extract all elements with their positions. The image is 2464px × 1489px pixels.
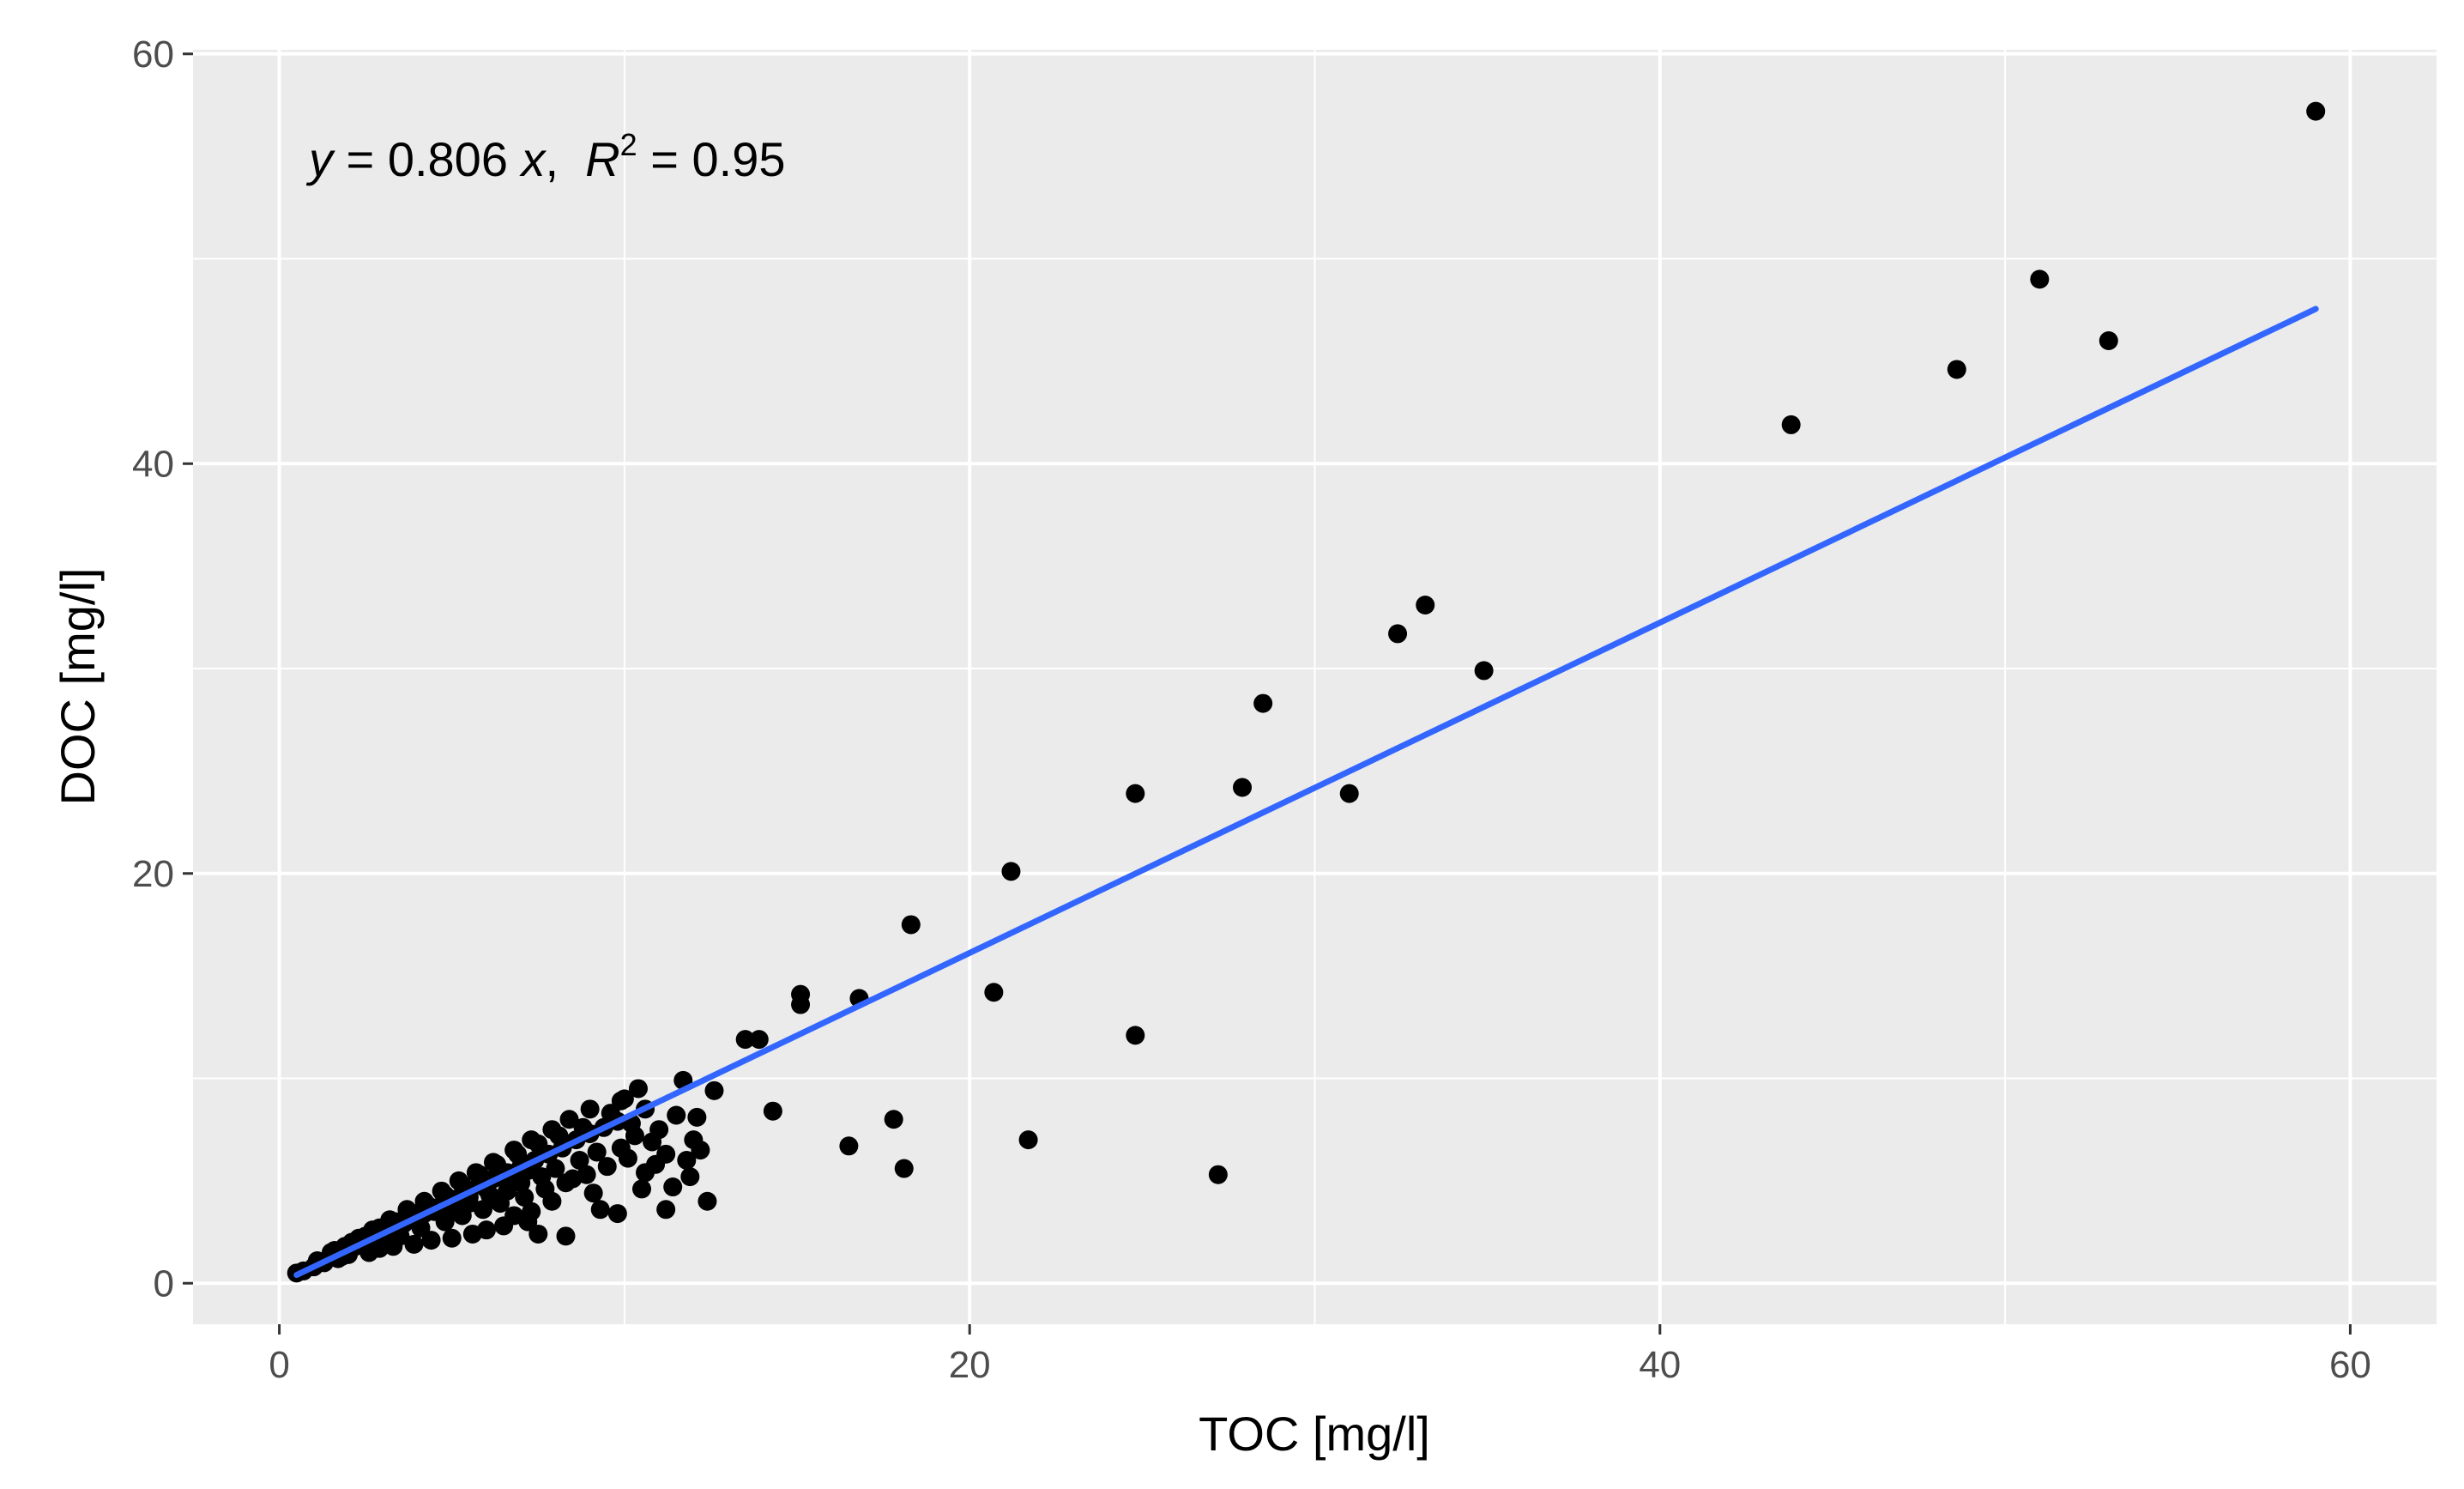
x-tick-label: 60 [2329, 1344, 2371, 1386]
major-gridlines [193, 50, 2437, 1324]
regression-annotation: y = 0.806 x, R2 = 0.95 [305, 127, 786, 186]
y-tick-label: 20 [132, 853, 174, 895]
data-point [1474, 661, 1494, 681]
data-point [504, 1206, 524, 1226]
annotation-x-variable: x [519, 132, 547, 186]
x-axis-title: TOC [mg/l] [1199, 1407, 1430, 1461]
data-point [528, 1224, 548, 1244]
y-axis-title: DOC [mg/l] [51, 568, 105, 806]
data-point [628, 1079, 648, 1099]
data-point [1233, 778, 1253, 797]
data-point [763, 1101, 782, 1121]
data-point [583, 1183, 603, 1203]
data-point [607, 1204, 627, 1224]
data-point [601, 1104, 620, 1123]
data-point [663, 1177, 683, 1197]
y-axis: 0 20 40 60 [132, 33, 193, 1304]
data-point [884, 1110, 903, 1129]
data-point [546, 1159, 565, 1178]
data-point [359, 1243, 379, 1262]
y-tick-label: 40 [132, 443, 174, 485]
data-point [587, 1142, 607, 1162]
annotation-y-variable: y [305, 132, 335, 186]
data-point [1126, 1026, 1145, 1045]
data-point [515, 1187, 534, 1207]
data-point [2306, 101, 2326, 121]
data-point [735, 1030, 755, 1050]
data-point [2099, 331, 2118, 351]
data-point [984, 983, 1004, 1002]
data-point [559, 1110, 579, 1129]
data-point [894, 1159, 914, 1178]
data-point [563, 1169, 583, 1189]
data-point [749, 1030, 769, 1050]
annotation-equation: = 0.806 [333, 132, 522, 186]
data-point [839, 1136, 859, 1156]
data-point [570, 1151, 589, 1171]
data-point [1001, 862, 1021, 881]
annotation-r-superscript: 2 [620, 127, 637, 162]
data-point [590, 1200, 610, 1220]
data-point [704, 1080, 724, 1100]
annotation-r-value: = 0.95 [637, 132, 786, 186]
data-point [677, 1151, 697, 1171]
data-point [1208, 1165, 1228, 1184]
data-point [508, 1144, 528, 1164]
data-point [1388, 624, 1408, 644]
data-point [573, 1117, 593, 1137]
data-point [1416, 596, 1435, 615]
data-point [901, 915, 921, 935]
data-point [791, 995, 811, 1014]
x-axis: 0 20 40 60 [269, 1324, 2371, 1386]
data-point [487, 1154, 507, 1174]
data-point [556, 1226, 576, 1246]
data-point [667, 1105, 686, 1125]
data-point [597, 1157, 617, 1177]
y-tick-label: 0 [154, 1262, 174, 1304]
data-point [656, 1200, 676, 1220]
regression-line [293, 306, 2319, 1279]
data-point [1781, 415, 1801, 434]
data-point [1253, 693, 1273, 713]
x-tick-label: 40 [1639, 1344, 1681, 1386]
data-point [469, 1165, 489, 1184]
data-point [1018, 1130, 1038, 1150]
data-point [542, 1191, 562, 1211]
data-point [646, 1154, 666, 1174]
data-point [580, 1099, 600, 1119]
data-point [522, 1201, 541, 1221]
data-point [462, 1224, 482, 1244]
data-point [2030, 269, 2050, 289]
annotation-r-variable: R [585, 132, 619, 186]
data-point [1947, 360, 1966, 379]
data-point [691, 1141, 710, 1160]
data-point [687, 1107, 707, 1127]
minor-gridlines [193, 50, 2437, 1324]
y-tick-label: 60 [132, 33, 174, 76]
data-point [1339, 784, 1359, 803]
data-point [442, 1228, 462, 1248]
data-point [611, 1138, 631, 1158]
annotation-separator: , [546, 132, 586, 186]
x-tick-label: 0 [269, 1344, 289, 1386]
data-point [404, 1234, 424, 1254]
data-point [614, 1089, 634, 1109]
data-point [528, 1134, 548, 1153]
data-point [649, 1120, 669, 1140]
data-point [632, 1179, 651, 1199]
data-point [698, 1191, 717, 1211]
data-point [549, 1126, 569, 1146]
data-point [1126, 784, 1145, 803]
data-point [421, 1231, 441, 1250]
data-point [680, 1167, 700, 1187]
x-tick-label: 20 [949, 1344, 991, 1386]
